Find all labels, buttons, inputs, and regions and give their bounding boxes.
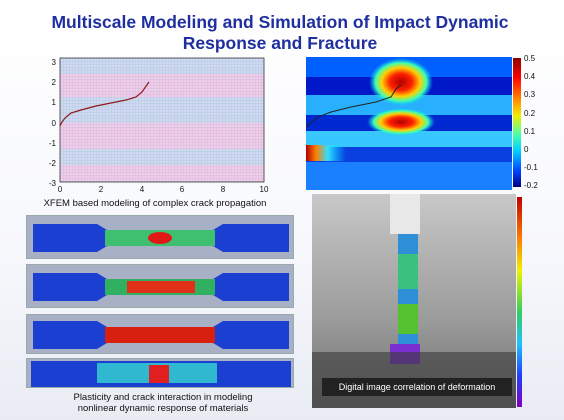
simulation-panel-2	[26, 264, 294, 308]
y-tick: -3	[49, 179, 57, 188]
title-line-2: Response and Fracture	[182, 33, 378, 53]
colorbar-tick: 0.1	[524, 127, 536, 136]
colorbar-top	[513, 58, 521, 187]
simulation-panel-3	[26, 314, 294, 354]
x-tick: 0	[58, 185, 63, 192]
y-tick: -2	[49, 159, 57, 168]
x-tick: 2	[99, 185, 104, 192]
y-tick: 2	[52, 78, 57, 87]
colorbar-tick: 0.3	[524, 90, 536, 99]
xfem-plot: 0 2 4 6 8 10 3 2 1 0 -1 -2 -3	[36, 52, 276, 194]
x-tick: 6	[180, 185, 185, 192]
xfem-plot-svg: 0 2 4 6 8 10 3 2 1 0 -1 -2 -3	[49, 57, 269, 194]
colorbar-dic	[517, 197, 522, 407]
title-line-1: Multiscale Modeling and Simulation of Im…	[51, 12, 509, 32]
page-title: Multiscale Modeling and Simulation of Im…	[40, 12, 520, 54]
y-tick: 1	[52, 98, 57, 107]
y-tick: 0	[52, 119, 57, 128]
dic-caption: Digital image correlation of deformation	[322, 378, 512, 396]
dic-photo	[312, 194, 516, 408]
y-tick: -1	[49, 139, 57, 148]
colorbar-tick: -0.2	[524, 181, 538, 190]
colorbar-tick: 0.4	[524, 72, 536, 81]
simulation-caption: Plasticity and crack interaction in mode…	[30, 392, 296, 414]
y-tick: 3	[52, 58, 57, 67]
stress-contour-image	[305, 57, 512, 190]
simulation-caption-line-2: nonlinear dynamic response of materials	[77, 403, 249, 414]
crack-path	[59, 81, 150, 127]
stress-contour-svg	[305, 57, 512, 190]
x-tick: 10	[260, 185, 269, 192]
simulation-panel-4	[26, 358, 294, 388]
simulation-caption-line-1: Plasticity and crack interaction in mode…	[73, 392, 253, 403]
colorbar-tick: 0.2	[524, 109, 536, 118]
simulation-panel-1	[26, 215, 294, 259]
colorbar-tick: -0.1	[524, 163, 538, 172]
colorbar-tick: 0.5	[524, 54, 536, 63]
colorbar-top-ticks: 0.5 0.4 0.3 0.2 0.1 0 -0.1 -0.2	[524, 54, 554, 194]
xfem-caption: XFEM based modeling of complex crack pro…	[43, 198, 267, 209]
x-tick: 8	[221, 185, 226, 192]
colorbar-tick: 0	[524, 145, 529, 154]
x-tick: 4	[140, 185, 145, 192]
